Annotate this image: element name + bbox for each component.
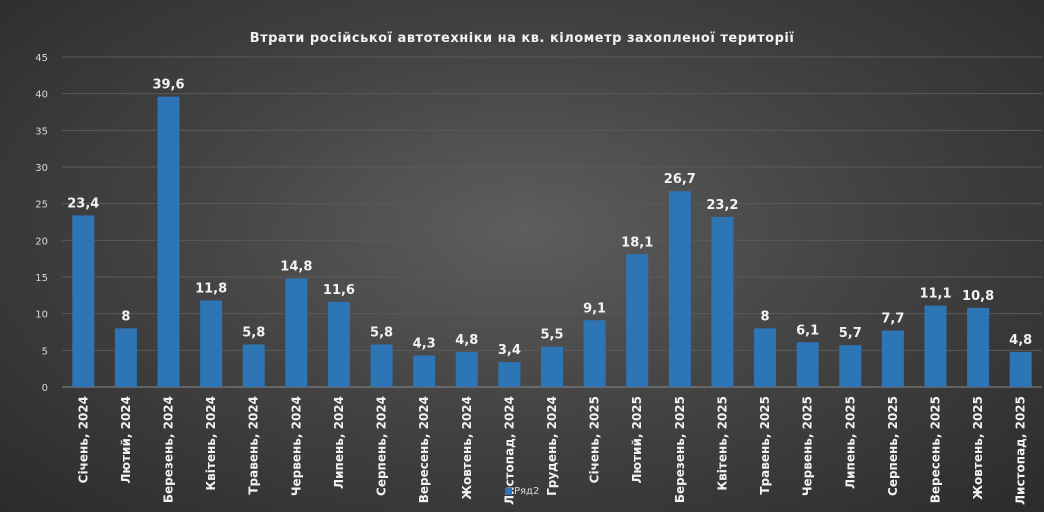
x-tick-label: Листопад, 2024	[502, 396, 516, 505]
bar	[881, 330, 904, 387]
x-tick-label: Лютий, 2024	[119, 396, 133, 484]
chart-title: Втрати російської автотехніки на кв. кіл…	[249, 31, 795, 46]
bar	[626, 254, 649, 387]
x-tick-label: Серпень, 2025	[886, 396, 900, 496]
bar	[157, 96, 180, 387]
data-label: 26,7	[664, 172, 696, 187]
data-label: 4,8	[1009, 333, 1032, 348]
x-tick-label: Листопад, 2025	[1014, 396, 1028, 505]
x-tick-label: Липень, 2025	[843, 396, 857, 489]
bar	[967, 307, 990, 387]
bar	[242, 344, 265, 387]
bar	[796, 342, 819, 387]
y-tick-label: 10	[35, 310, 48, 321]
bar	[839, 345, 862, 387]
data-label: 9,1	[583, 301, 606, 316]
data-label: 5,8	[242, 325, 265, 340]
data-label: 8	[121, 309, 130, 324]
x-tick-label: Жовтень, 2024	[460, 396, 474, 500]
bar	[455, 351, 478, 387]
data-label: 8	[761, 309, 770, 324]
bar	[924, 305, 947, 387]
bar	[541, 346, 563, 387]
bar	[327, 301, 350, 387]
bar	[114, 328, 137, 387]
bar	[1009, 351, 1032, 387]
x-tick-label: Січень, 2025	[588, 396, 602, 483]
data-label: 10,8	[962, 289, 994, 304]
y-tick-label: 30	[35, 163, 48, 174]
y-tick-label: 35	[35, 126, 48, 137]
x-tick-label: Березень, 2024	[162, 396, 176, 503]
x-tick-label: Грудень, 2024	[545, 396, 559, 496]
bar	[668, 191, 691, 387]
x-tick-label: Травень, 2025	[758, 396, 772, 495]
y-tick-label: 5	[42, 346, 48, 357]
data-label: 11,1	[919, 287, 951, 302]
data-label: 14,8	[280, 259, 312, 274]
data-label: 4,8	[455, 333, 478, 348]
x-tick-label: Січень, 2024	[76, 396, 90, 483]
x-tick-label: Лютий, 2025	[630, 396, 644, 484]
legend-swatch	[505, 488, 512, 495]
data-label: 5,7	[839, 326, 862, 341]
legend: Ряд2	[505, 486, 539, 497]
bar	[370, 344, 393, 387]
bar	[711, 216, 734, 387]
legend-label: Ряд2	[514, 486, 540, 497]
y-tick-label: 20	[35, 236, 48, 247]
x-tick-label: Червень, 2024	[289, 396, 303, 496]
data-label: 3,4	[498, 343, 521, 358]
bar	[72, 215, 95, 387]
x-tick-label: Травень, 2024	[247, 396, 261, 495]
bar	[498, 362, 521, 387]
data-label: 11,8	[195, 281, 227, 296]
x-tick-label: Вересень, 2024	[417, 396, 431, 503]
data-label: 39,6	[152, 78, 184, 93]
bar	[583, 320, 606, 387]
data-label: 23,4	[67, 196, 99, 211]
data-label: 11,6	[323, 283, 355, 298]
data-label: 5,8	[370, 325, 393, 340]
y-tick-label: 15	[35, 273, 48, 284]
bar	[285, 278, 308, 387]
x-tick-label: Квітень, 2024	[204, 396, 218, 491]
x-tick-label: Серпень, 2024	[375, 396, 389, 496]
x-tick-label: Червень, 2025	[801, 396, 815, 496]
x-tick-label: Жовтень, 2025	[971, 396, 985, 500]
data-label: 6,1	[796, 323, 819, 338]
bar	[200, 300, 223, 387]
x-tick-label: Квітень, 2025	[715, 396, 729, 491]
y-tick-label: 25	[35, 200, 48, 211]
data-label: 5,5	[540, 328, 563, 343]
y-tick-label: 0	[42, 383, 48, 394]
x-tick-label: Липень, 2024	[332, 396, 346, 489]
bar	[754, 328, 777, 387]
data-label: 7,7	[881, 312, 904, 327]
x-tick-label: Вересень, 2025	[928, 396, 942, 503]
data-label: 4,3	[413, 336, 436, 351]
data-label: 23,2	[706, 198, 738, 213]
y-tick-label: 40	[35, 90, 48, 101]
data-label: 18,1	[621, 235, 653, 250]
x-tick-label: Березень, 2025	[673, 396, 687, 503]
y-tick-label: 45	[35, 53, 48, 64]
bar	[413, 355, 436, 387]
